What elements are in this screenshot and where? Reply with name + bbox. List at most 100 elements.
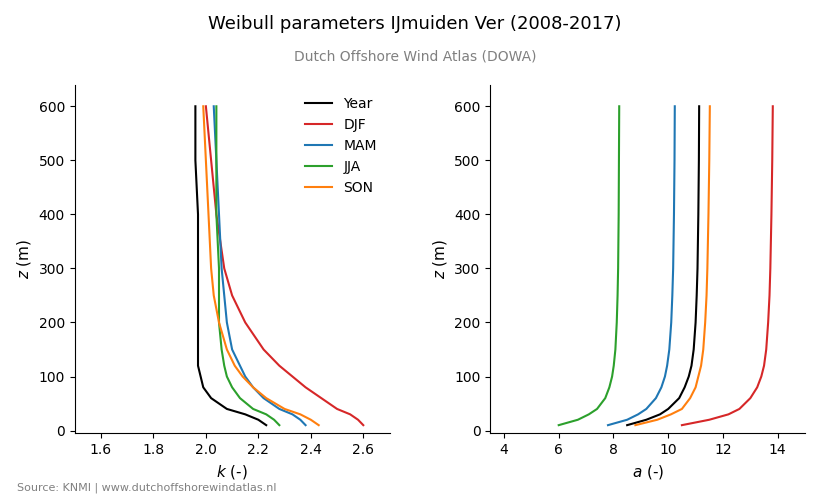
DJF bbox=[764, 292, 774, 298]
Line: Year: Year bbox=[195, 106, 266, 425]
Year bbox=[642, 417, 652, 423]
MAM bbox=[295, 417, 305, 423]
MAM bbox=[235, 363, 245, 369]
DJF bbox=[768, 103, 778, 109]
DJF bbox=[759, 363, 769, 369]
Line: JJA: JJA bbox=[217, 106, 280, 425]
Year bbox=[686, 363, 696, 369]
DJF bbox=[745, 395, 755, 401]
SON bbox=[691, 384, 701, 390]
SON bbox=[314, 422, 324, 428]
DJF bbox=[275, 363, 285, 369]
X-axis label: $k$ (-): $k$ (-) bbox=[217, 463, 248, 481]
Text: Weibull parameters IJmuiden Ver (2008-2017): Weibull parameters IJmuiden Ver (2008-20… bbox=[208, 15, 622, 33]
SON bbox=[230, 363, 240, 369]
Line: JJA: JJA bbox=[559, 106, 619, 425]
SON bbox=[631, 422, 641, 428]
MAM bbox=[214, 211, 224, 217]
JJA bbox=[212, 103, 222, 109]
JJA bbox=[227, 384, 237, 390]
SON bbox=[248, 384, 258, 390]
DJF bbox=[767, 157, 777, 163]
Year bbox=[663, 406, 673, 412]
Line: MAM: MAM bbox=[214, 106, 305, 425]
JJA bbox=[275, 422, 285, 428]
SON bbox=[701, 320, 710, 326]
Line: Year: Year bbox=[627, 106, 699, 425]
Y-axis label: $z$ (m): $z$ (m) bbox=[431, 239, 449, 279]
Year bbox=[655, 411, 665, 417]
SON bbox=[652, 417, 662, 423]
MAM bbox=[664, 347, 674, 353]
Legend: Year, DJF, MAM, JJA, SON: Year, DJF, MAM, JJA, SON bbox=[299, 92, 383, 201]
Text: Source: KNMI | www.dutchoffshorewindatlas.nl: Source: KNMI | www.dutchoffshorewindatla… bbox=[17, 483, 276, 493]
SON bbox=[203, 211, 213, 217]
Year bbox=[691, 292, 701, 298]
JJA bbox=[217, 347, 227, 353]
Year bbox=[193, 347, 203, 353]
DJF bbox=[766, 211, 776, 217]
JJA bbox=[610, 347, 620, 353]
DJF bbox=[353, 417, 363, 423]
JJA bbox=[261, 411, 271, 417]
JJA bbox=[612, 320, 622, 326]
DJF bbox=[227, 292, 237, 298]
SON bbox=[295, 411, 305, 417]
Year bbox=[694, 103, 704, 109]
Line: DJF: DJF bbox=[682, 106, 773, 425]
DJF bbox=[300, 384, 310, 390]
DJF bbox=[212, 211, 222, 217]
MAM bbox=[603, 422, 613, 428]
MAM bbox=[248, 384, 258, 390]
SON bbox=[696, 363, 706, 369]
MAM bbox=[240, 374, 250, 379]
SON bbox=[701, 292, 711, 298]
SON bbox=[261, 395, 271, 401]
DJF bbox=[705, 417, 715, 423]
Year bbox=[193, 292, 203, 298]
MAM bbox=[275, 406, 285, 412]
JJA bbox=[614, 157, 624, 163]
SON bbox=[214, 320, 224, 326]
JJA bbox=[608, 363, 618, 369]
DJF bbox=[735, 406, 745, 412]
SON bbox=[209, 292, 219, 298]
Year bbox=[196, 374, 206, 379]
MAM bbox=[666, 320, 676, 326]
JJA bbox=[604, 384, 614, 390]
Year bbox=[190, 103, 200, 109]
DJF bbox=[316, 395, 326, 401]
Text: Dutch Offshore Wind Atlas (DOWA): Dutch Offshore Wind Atlas (DOWA) bbox=[294, 50, 536, 64]
MAM bbox=[669, 211, 679, 217]
Y-axis label: $z$ (m): $z$ (m) bbox=[15, 239, 33, 279]
Line: SON: SON bbox=[636, 106, 710, 425]
SON bbox=[705, 103, 715, 109]
SON bbox=[305, 417, 315, 423]
JJA bbox=[613, 292, 622, 298]
DJF bbox=[677, 422, 687, 428]
JJA bbox=[554, 422, 564, 428]
Line: MAM: MAM bbox=[608, 106, 675, 425]
SON bbox=[693, 374, 703, 379]
MAM bbox=[287, 411, 297, 417]
DJF bbox=[206, 157, 216, 163]
MAM bbox=[670, 157, 680, 163]
MAM bbox=[222, 320, 232, 326]
MAM bbox=[622, 417, 632, 423]
DJF bbox=[761, 347, 771, 353]
SON bbox=[280, 406, 290, 412]
DJF bbox=[763, 320, 773, 326]
Year bbox=[193, 363, 203, 369]
SON bbox=[237, 374, 247, 379]
MAM bbox=[212, 157, 222, 163]
Year bbox=[622, 422, 632, 428]
MAM bbox=[642, 406, 652, 412]
JJA bbox=[219, 363, 229, 369]
SON bbox=[201, 157, 211, 163]
JJA bbox=[607, 374, 617, 379]
MAM bbox=[209, 103, 219, 109]
JJA bbox=[614, 103, 624, 109]
DJF bbox=[201, 103, 211, 109]
SON bbox=[685, 395, 695, 401]
Year bbox=[693, 211, 703, 217]
